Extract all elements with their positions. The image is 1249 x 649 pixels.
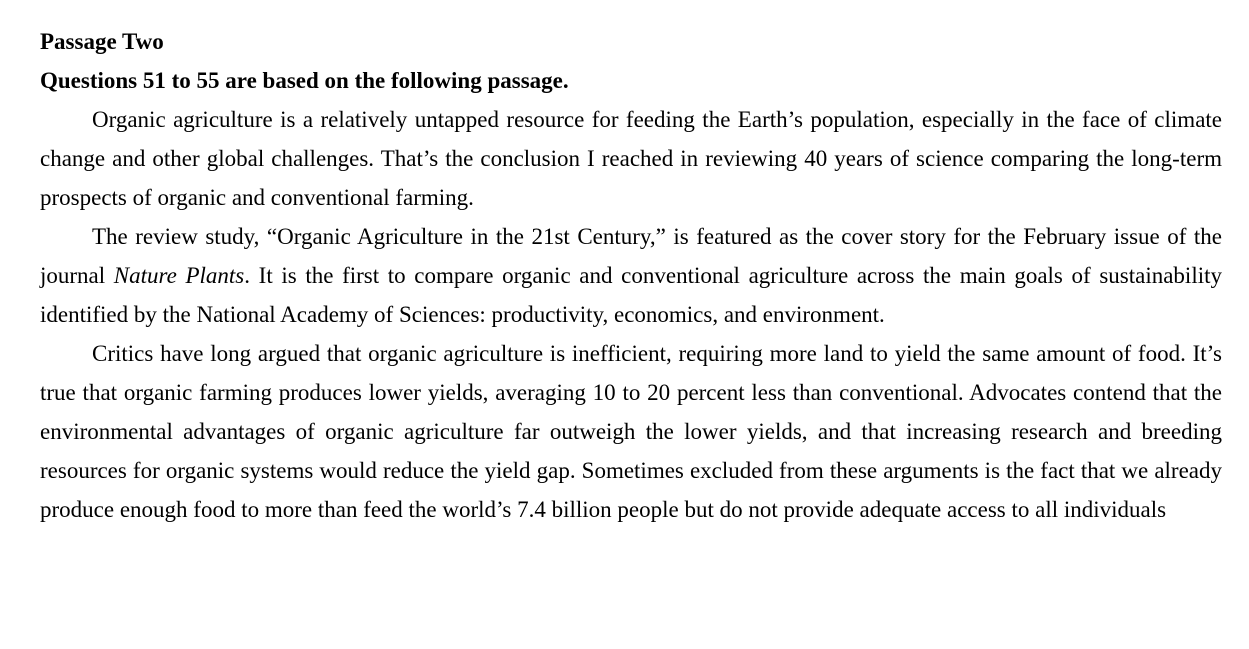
paragraph-2-text-start: The review study, “Organic Agriculture i… — [40, 224, 1222, 288]
paragraph-1: Organic agriculture is a relatively unta… — [40, 107, 1222, 210]
passage-document: Passage Two Questions 51 to 55 are based… — [40, 22, 1222, 529]
paragraph-2: The review study, “Organic Agriculture i… — [40, 217, 1222, 334]
questions-instruction: Questions 51 to 55 are based on the foll… — [40, 68, 569, 93]
journal-name: Nature Plants — [113, 263, 245, 288]
passage-title: Passage Two — [40, 29, 164, 54]
paragraph-2-text-end: . It is the first to compare organic and… — [40, 263, 1222, 327]
paragraph-3: Critics have long argued that organic ag… — [40, 341, 1222, 522]
